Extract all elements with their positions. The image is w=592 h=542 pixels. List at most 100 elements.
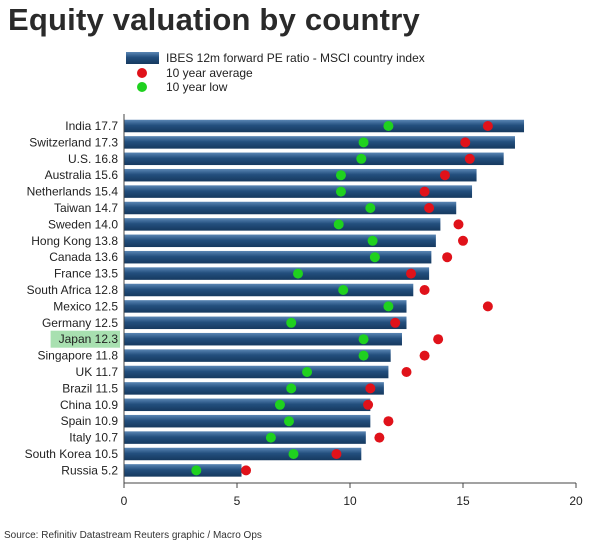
category-label: U.S. 16.8	[68, 152, 118, 166]
legend-avg-dot	[137, 68, 147, 78]
category-label: UK 11.7	[76, 365, 119, 379]
category-label: China 10.9	[60, 398, 118, 412]
pe-bar	[124, 283, 414, 297]
category-label: India 17.7	[65, 119, 118, 133]
pe-bar	[124, 300, 407, 313]
category-label: South Africa 12.8	[27, 283, 119, 297]
ten-year-avg-dot	[401, 367, 412, 377]
chart-legend: IBES 12m forward PE ratio - MSCI country…	[126, 51, 425, 94]
highlight-label-box	[50, 330, 120, 348]
ten-year-avg-dot	[374, 432, 385, 443]
pe-bar	[124, 267, 430, 280]
x-tick-label: 0	[121, 494, 128, 508]
ten-year-low-dot	[265, 432, 276, 443]
legend-label: 10 year low	[166, 80, 228, 94]
ten-year-avg-dot	[482, 121, 493, 131]
x-tick-label: 20	[569, 494, 583, 508]
pe-bar	[124, 152, 504, 166]
category-label: Germany 12.5	[42, 316, 118, 330]
ten-year-avg-dot	[419, 350, 430, 361]
ten-year-avg-dot	[458, 235, 468, 246]
ten-year-avg-dot	[419, 285, 430, 295]
ten-year-avg-dot	[460, 137, 471, 148]
pe-bar	[124, 431, 366, 444]
ten-year-low-dot	[288, 449, 299, 459]
pe-bar	[124, 250, 432, 264]
category-label: Taiwan 14.7	[54, 201, 118, 215]
category-label: Brazil 11.5	[62, 381, 118, 395]
ten-year-low-dot	[333, 219, 344, 230]
pe-bar	[124, 382, 384, 395]
pe-bar	[124, 447, 362, 461]
ten-year-avg-dot	[482, 301, 493, 312]
ten-year-avg-dot	[433, 334, 444, 345]
ten-year-low-dot	[302, 367, 313, 377]
ten-year-avg-dot	[424, 203, 435, 213]
ten-year-low-dot	[191, 465, 202, 476]
pe-bar	[124, 398, 371, 412]
ten-year-low-dot	[383, 301, 394, 312]
ten-year-avg-dot	[365, 383, 376, 394]
ten-year-low-dot	[383, 121, 394, 131]
category-label: Singapore 11.8	[37, 349, 118, 363]
ten-year-low-dot	[293, 268, 304, 279]
ten-year-avg-dot	[406, 268, 417, 279]
ten-year-low-dot	[367, 235, 378, 246]
chart-title: Equity valuation by country	[8, 2, 420, 37]
pe-bar	[124, 349, 391, 362]
category-label: Netherlands 15.4	[27, 185, 119, 199]
legend-label: 10 year average	[166, 66, 253, 80]
ten-year-avg-dot	[442, 252, 453, 263]
pe-bar	[124, 464, 242, 477]
category-label: Sweden 14.0	[48, 217, 118, 231]
x-tick-label: 10	[343, 494, 357, 508]
ten-year-avg-dot	[464, 153, 475, 164]
category-label: South Korea 10.5	[25, 447, 119, 461]
ten-year-low-dot	[286, 317, 297, 328]
category-label: Hong Kong 13.8	[31, 234, 118, 248]
pe-bar	[124, 136, 515, 149]
category-label: Spain 10.9	[61, 414, 119, 428]
x-axis: 0 5 10 15 20	[121, 114, 583, 508]
pe-bar	[124, 119, 525, 133]
x-tick-label: 15	[456, 494, 470, 508]
ten-year-low-dot	[335, 170, 346, 181]
category-label: Switzerland 17.3	[29, 135, 118, 149]
source-note: Source: Refinitiv Datastream Reuters gra…	[4, 530, 262, 541]
ten-year-low-dot	[338, 285, 349, 295]
pe-bar	[124, 185, 473, 198]
ten-year-avg-dot	[453, 219, 464, 230]
ten-year-avg-dot	[241, 465, 252, 476]
category-label: Russia 5.2	[61, 463, 118, 477]
pe-bar	[124, 365, 389, 379]
ten-year-low-dot	[358, 334, 369, 345]
x-tick-label: 5	[234, 494, 241, 508]
ten-year-low-dot	[358, 350, 369, 361]
ten-year-avg-dot	[383, 416, 394, 427]
pe-bar	[124, 168, 477, 182]
category-label: Canada 13.6	[49, 250, 118, 264]
pe-bar	[124, 234, 436, 248]
pe-bar	[124, 332, 402, 346]
ten-year-low-dot	[369, 252, 380, 263]
ten-year-low-dot	[358, 137, 369, 148]
ten-year-low-dot	[274, 399, 285, 410]
category-label: Japan 12.3	[59, 332, 119, 346]
legend-low-dot	[137, 82, 147, 92]
ten-year-avg-dot	[419, 186, 430, 197]
pe-bar	[124, 201, 457, 215]
bar-chart: IBES 12m forward PE ratio - MSCI country…	[25, 51, 583, 508]
legend-label: IBES 12m forward PE ratio - MSCI country…	[166, 51, 425, 65]
pe-bar	[124, 218, 441, 231]
category-label: Mexico 12.5	[53, 299, 118, 313]
ten-year-low-dot	[365, 203, 376, 213]
category-label: Australia 15.6	[45, 168, 119, 182]
ten-year-avg-dot	[439, 170, 450, 181]
ten-year-avg-dot	[331, 449, 342, 459]
category-label: France 13.5	[54, 267, 118, 281]
pe-bar	[124, 316, 407, 330]
ten-year-low-dot	[356, 153, 367, 164]
ten-year-low-dot	[283, 416, 294, 427]
pe-bar	[124, 414, 371, 428]
ten-year-low-dot	[286, 383, 297, 394]
